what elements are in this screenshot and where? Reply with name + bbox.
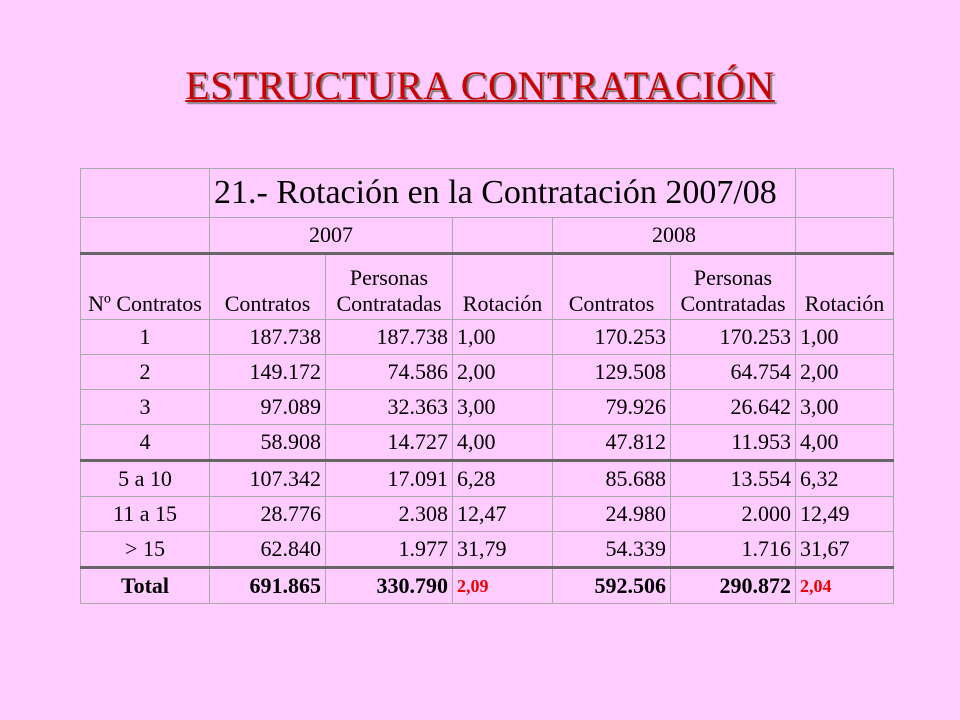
table-cell: 290.872: [670, 566, 796, 604]
table-cell: 129.508: [552, 354, 671, 390]
table-cell: 187.738: [325, 319, 453, 355]
table-cell: [795, 217, 894, 254]
table-cell: 6,28: [452, 459, 553, 497]
table-cell: 1: [80, 319, 210, 355]
table-cell: Personas Contratadas: [670, 253, 796, 320]
table-cell: 2,00: [452, 354, 553, 390]
table-cell: 3,00: [795, 389, 894, 425]
table-cell: 47.812: [552, 424, 671, 461]
table-cell: 2007: [209, 217, 453, 254]
table-row: 11 a 15 28.776 2.308 12,47 24.980 2.000 12,49: [80, 496, 894, 532]
table-cell: Contratos: [552, 253, 671, 320]
table-row: 4 58.908 14.727 4,00 47.812 11.953 4,00: [80, 424, 894, 461]
table-row: 2007 2008: [80, 217, 894, 254]
table-cell: 3: [80, 389, 210, 425]
table-cell: 2,09: [452, 566, 553, 604]
table-cell: Rotación: [795, 253, 894, 320]
table-row: Nº Contratos Contratos Personas Contratada…: [80, 253, 894, 320]
table-cell: 4: [80, 424, 210, 461]
table-cell: 2008: [552, 217, 796, 254]
table-cell: 17.091: [325, 459, 453, 497]
table-cell: 2,00: [795, 354, 894, 390]
table-cell: [452, 217, 553, 254]
table-cell: 62.840: [209, 531, 326, 568]
table-cell: Total: [80, 566, 210, 604]
table-cell: 2,04: [795, 566, 894, 604]
table-cell: 330.790: [325, 566, 453, 604]
table-cell: [795, 168, 894, 218]
table-cell: 170.253: [670, 319, 796, 355]
table-cell: 107.342: [209, 459, 326, 497]
table-cell: Nº Contratos: [80, 253, 210, 320]
table-cell: 97.089: [209, 389, 326, 425]
table-cell: 26.642: [670, 389, 796, 425]
table-cell: 4,00: [452, 424, 553, 461]
table-row: 3 97.089 32.363 3,00 79.926 26.642 3,00: [80, 389, 894, 425]
table-cell: 64.754: [670, 354, 796, 390]
table-cell: 21.- Rotación en la Contratación 2007/08: [209, 168, 796, 218]
table-cell: 24.980: [552, 496, 671, 532]
table-cell: 187.738: [209, 319, 326, 355]
table-cell: Rotación: [452, 253, 553, 320]
table-cell: 12,49: [795, 496, 894, 532]
table-cell: 691.865: [209, 566, 326, 604]
table-row: 21.- Rotación en la Contratación 2007/08: [80, 168, 894, 218]
table-cell: 13.554: [670, 459, 796, 497]
table-cell: 1,00: [452, 319, 553, 355]
slide-title: ESTRUCTURA CONTRATACIÓN: [185, 63, 775, 108]
table-cell: 12,47: [452, 496, 553, 532]
table-cell: 6,32: [795, 459, 894, 497]
table-cell: 592.506: [552, 566, 671, 604]
table-cell: 32.363: [325, 389, 453, 425]
table-cell: [80, 217, 210, 254]
table-cell: 11 a 15: [80, 496, 210, 532]
table-cell: 31,67: [795, 531, 894, 568]
table-cell: 11.953: [670, 424, 796, 461]
table-cell: 2: [80, 354, 210, 390]
table-cell: 2.308: [325, 496, 453, 532]
table-cell: 2.000: [670, 496, 796, 532]
table-cell: 3,00: [452, 389, 553, 425]
table-cell: 1,00: [795, 319, 894, 355]
table-cell: 74.586: [325, 354, 453, 390]
table-cell: 54.339: [552, 531, 671, 568]
table-row: Total 691.865 330.790 2,09 592.506 290.872 2,0…: [80, 566, 894, 604]
table-cell: 5 a 10: [80, 459, 210, 497]
table-cell: 4,00: [795, 424, 894, 461]
table-cell: 1.977: [325, 531, 453, 568]
table-cell: Personas Contratadas: [325, 253, 453, 320]
table-cell: [80, 168, 210, 218]
table-cell: 31,79: [452, 531, 553, 568]
table-cell: 170.253: [552, 319, 671, 355]
table-row: 1 187.738 187.738 1,00 170.253 170.253 1,00: [80, 319, 894, 355]
table-cell: 79.926: [552, 389, 671, 425]
table-cell: 85.688: [552, 459, 671, 497]
table-cell: > 15: [80, 531, 210, 568]
table-cell: 1.716: [670, 531, 796, 568]
table-cell: Contratos: [209, 253, 326, 320]
table-cell: 28.776: [209, 496, 326, 532]
table-row: 2 149.172 74.586 2,00 129.508 64.754 2,00: [80, 354, 894, 390]
table-cell: 14.727: [325, 424, 453, 461]
table-cell: 149.172: [209, 354, 326, 390]
table-row: 5 a 10 107.342 17.091 6,28 85.688 13.554 6,32: [80, 459, 894, 497]
table-row: > 15 62.840 1.977 31,79 54.339 1.716 31,67: [80, 531, 894, 568]
table-cell: 58.908: [209, 424, 326, 461]
data-table: 21.- Rotación en la Contratación 2007/08…: [80, 168, 894, 604]
